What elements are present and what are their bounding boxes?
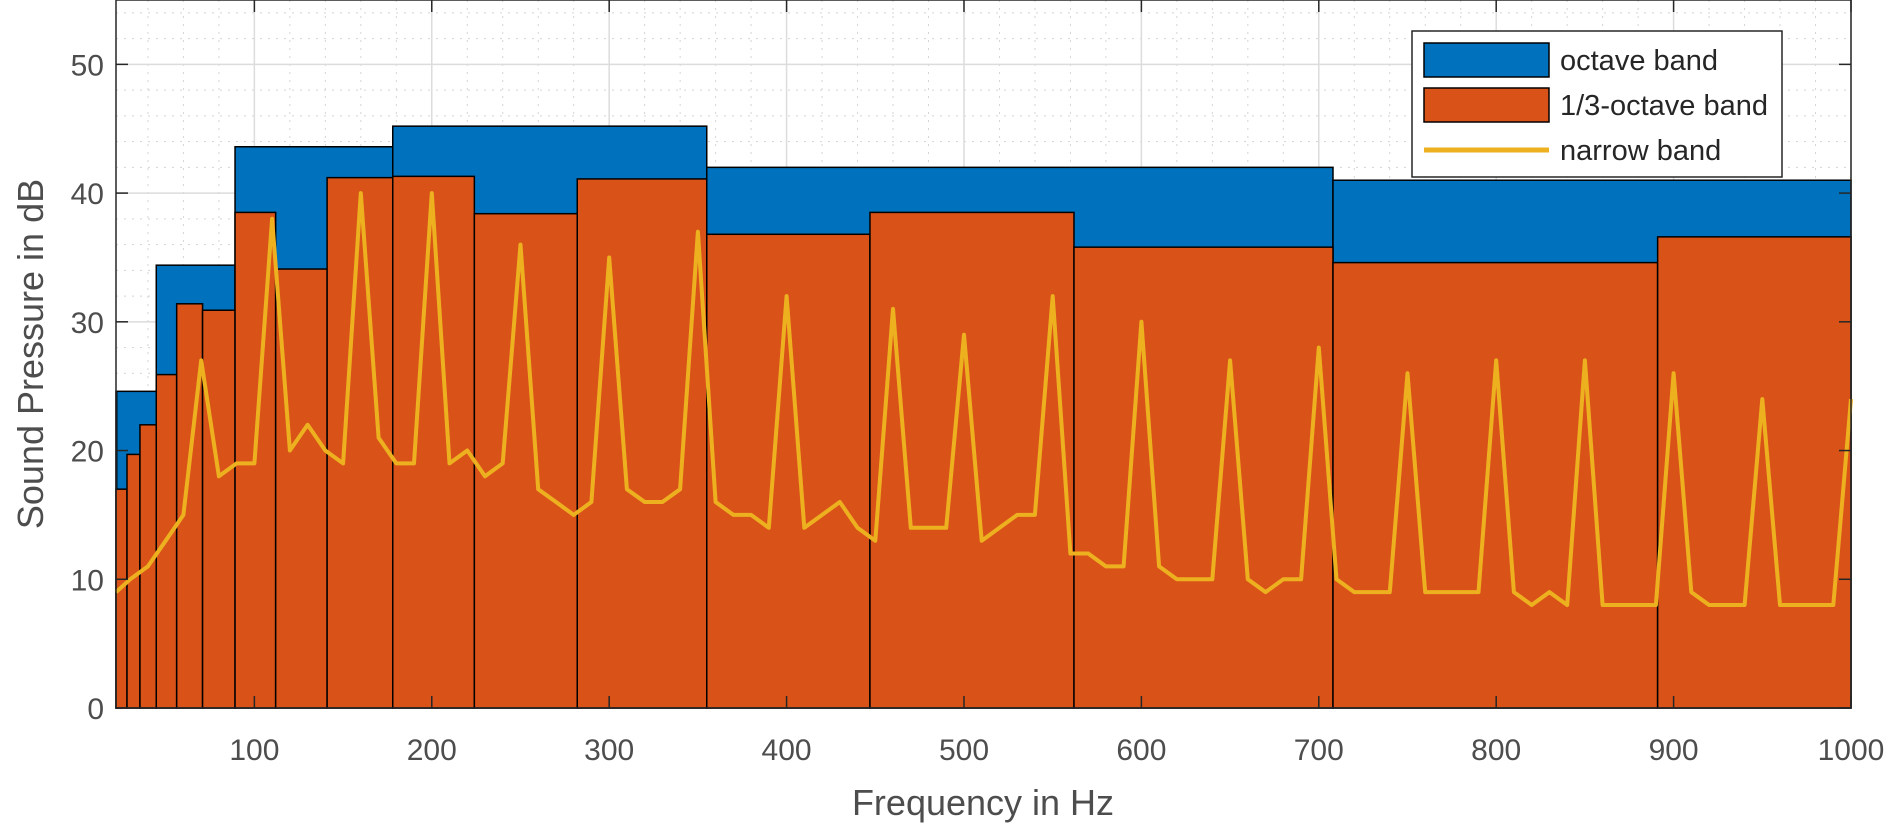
legend-swatch-third xyxy=(1423,87,1550,123)
x-tick-label: 1000 xyxy=(1818,734,1885,767)
third-octave-band-bar xyxy=(1073,246,1334,709)
legend-label-octave: octave band xyxy=(1560,45,1718,77)
x-tick-label: 500 xyxy=(939,734,989,767)
y-tick-label: 10 xyxy=(71,564,104,597)
legend-label-third: 1/3-octave band xyxy=(1560,90,1768,122)
x-axis-title: Frequency in Hz xyxy=(852,782,1114,823)
y-tick-label: 40 xyxy=(71,178,104,211)
x-tick-label: 400 xyxy=(762,734,812,767)
plot-frame xyxy=(115,0,1852,709)
narrow-band-line xyxy=(114,191,1853,607)
ticks xyxy=(116,0,1852,709)
third-octave-band-bar xyxy=(869,211,1075,709)
x-tick-label: 700 xyxy=(1294,734,1344,767)
legend-swatch-octave xyxy=(1423,42,1550,78)
third-octave-band-bar xyxy=(274,268,328,709)
x-tick-label: 300 xyxy=(584,734,634,767)
third-octave-band-bar xyxy=(201,309,236,709)
third-octave-band-bar xyxy=(175,303,204,709)
legend: octave band 1/3-octave band narrow band xyxy=(1411,30,1783,178)
third-octave-band-bar xyxy=(1332,261,1659,709)
third-octave-band-bar xyxy=(473,212,578,709)
third-octave-band-bar xyxy=(115,488,128,709)
tick-labels: 100 200 300 400 500 600 700 800 900 1000 0 10 20 30 40… xyxy=(71,49,1885,767)
axes-frame xyxy=(115,0,1852,709)
y-axis-title: Sound Pressure in dB xyxy=(10,179,51,529)
y-tick-label: 50 xyxy=(71,49,104,82)
legend-label-narrow: narrow band xyxy=(1560,135,1721,167)
y-tick-label: 0 xyxy=(87,693,104,726)
x-tick-label: 200 xyxy=(407,734,457,767)
x-tick-label: 900 xyxy=(1649,734,1699,767)
x-tick-label: 600 xyxy=(1116,734,1166,767)
x-tick-label: 800 xyxy=(1471,734,1521,767)
third-octave-band-bar xyxy=(391,175,476,709)
y-tick-label: 30 xyxy=(71,307,104,340)
y-tick-label: 20 xyxy=(71,436,104,469)
narrow-band-series xyxy=(114,191,1853,607)
x-tick-label: 100 xyxy=(229,734,279,767)
